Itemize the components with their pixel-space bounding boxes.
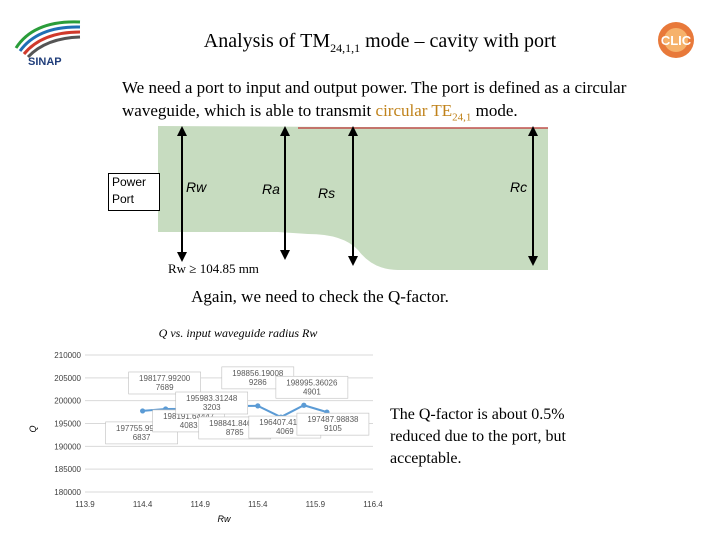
data-point bbox=[255, 403, 261, 409]
y-tick-label: 180000 bbox=[54, 488, 81, 497]
data-label: 198841.84602 8785 bbox=[209, 419, 261, 437]
data-point bbox=[301, 402, 307, 408]
y-tick-label: 210000 bbox=[54, 351, 81, 360]
chart-title: Q vs. input waveguide radius Rw bbox=[159, 326, 318, 340]
x-tick-label: 116.4 bbox=[363, 500, 383, 509]
data-label-box bbox=[175, 391, 249, 415]
y-tick-label: 185000 bbox=[54, 465, 81, 474]
data-label: 198856.19008 9286 bbox=[232, 369, 284, 387]
highlight-text: circular TE bbox=[375, 101, 453, 120]
data-label: 195983.31248 3203 bbox=[186, 394, 238, 412]
x-axis-label: Rw bbox=[218, 514, 231, 524]
data-label-box bbox=[275, 375, 349, 399]
sinap-logo-text: SINAP bbox=[28, 56, 62, 66]
data-label-box bbox=[296, 412, 370, 436]
sinap-logo: SINAP bbox=[14, 20, 81, 66]
y-tick-label: 200000 bbox=[54, 397, 81, 406]
cavity-diagram: Rw Ra Rs Rc bbox=[158, 126, 548, 270]
x-tick-label: 115.9 bbox=[306, 500, 326, 509]
data-label: 198177.99200 7689 bbox=[139, 374, 191, 392]
data-label: 196407.41919 4069 bbox=[259, 418, 311, 436]
rw-condition: Rw ≥ 104.85 mm bbox=[168, 261, 259, 276]
data-label: 198191.64447 4083 bbox=[163, 412, 215, 430]
power-port-box: Power Port bbox=[108, 173, 160, 211]
rw-label: Rw bbox=[186, 179, 207, 195]
data-label: 197755.99048 6837 bbox=[116, 424, 168, 442]
data-label: 198995.36026 4901 bbox=[286, 378, 338, 396]
x-tick-label: 114.4 bbox=[133, 500, 153, 509]
port-label-line1: Power bbox=[112, 175, 147, 189]
rc-label: Rc bbox=[510, 179, 527, 195]
y-tick-label: 205000 bbox=[54, 374, 81, 383]
port-label-line2: Port bbox=[112, 192, 135, 206]
data-point bbox=[140, 408, 146, 414]
intro-text: We need a port to input and output power… bbox=[122, 78, 627, 124]
ra-label: Ra bbox=[262, 181, 280, 197]
x-tick-label: 115.4 bbox=[248, 500, 268, 509]
chart-y-ticks: 180000 185000 190000 195000 200000 205000 2100… bbox=[54, 351, 81, 497]
x-tick-label: 113.9 bbox=[75, 500, 95, 509]
clic-logo: CLIC bbox=[658, 22, 694, 58]
x-tick-label: 114.9 bbox=[190, 500, 210, 509]
clic-logo-text: CLIC bbox=[661, 33, 692, 48]
chart-x-ticks: 113.9 114.4 114.9 115.4 115.9 116.4 bbox=[75, 500, 383, 509]
q-factor-chart: 180000 185000 190000 195000 200000 205000 2100… bbox=[28, 326, 383, 524]
again-text: Again, we need to check the Q-factor. bbox=[191, 287, 449, 306]
y-tick-label: 195000 bbox=[54, 420, 81, 429]
y-tick-label: 190000 bbox=[54, 442, 81, 451]
y-axis-label: Q bbox=[28, 425, 38, 432]
conclusion-note: The Q-factor is about 0.5% reduced due t… bbox=[390, 406, 566, 467]
slide-title: Analysis of TM24,1,1 mode – cavity with … bbox=[203, 30, 557, 55]
chart-data-labels: 197755.99048 6837 198177.99200 7689 198191.6… bbox=[105, 366, 370, 445]
rs-label: Rs bbox=[318, 185, 335, 201]
data-label: 197487.98838 9105 bbox=[307, 415, 359, 433]
data-label-box bbox=[128, 371, 201, 395]
